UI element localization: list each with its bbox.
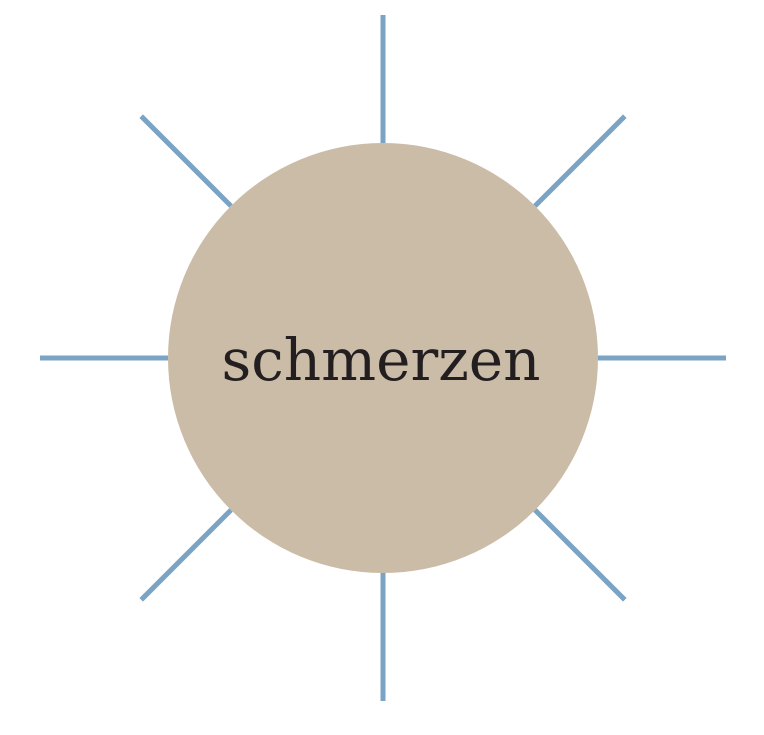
center-word: schmerzen	[222, 326, 541, 394]
rays-group	[40, 15, 726, 701]
ray-south-east	[533, 508, 627, 602]
ray-south-west	[139, 508, 233, 602]
ray-north-west	[139, 114, 233, 208]
ray-north-east	[533, 114, 627, 208]
center-circle	[168, 143, 598, 573]
